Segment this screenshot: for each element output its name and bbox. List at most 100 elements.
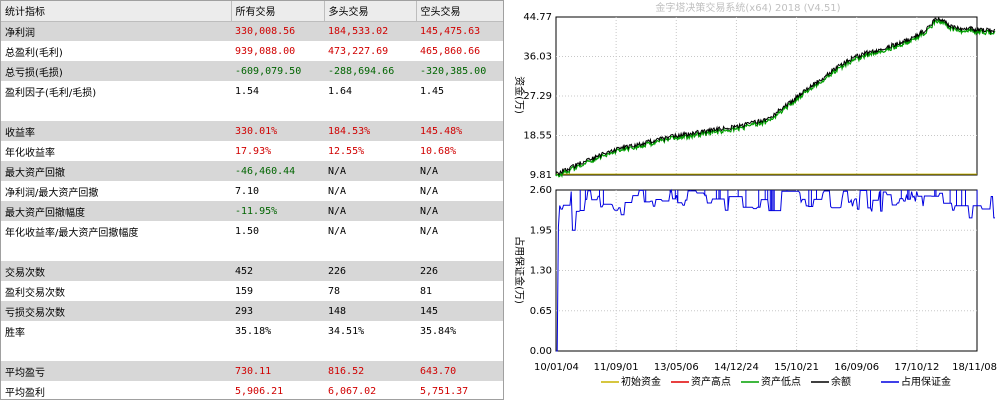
all-trades-value: 452 bbox=[231, 261, 324, 281]
short-trades-value: 145,475.63 bbox=[416, 21, 503, 41]
x-tick-label: 15/10/21 bbox=[774, 362, 819, 373]
table-row[interactable]: 总盈利(毛利) 939,088.00 473,227.69 465,860.66 bbox=[1, 41, 503, 61]
long-trades-value: 6,067.02 bbox=[328, 385, 377, 397]
x-tick-label: 10/01/04 bbox=[534, 362, 579, 373]
upper-tick-label: 9.81 bbox=[530, 170, 552, 181]
row-label: 平均盈利 bbox=[5, 387, 45, 399]
lower-tick-label: 0.00 bbox=[530, 346, 552, 357]
row-label: 净利润 bbox=[1, 21, 231, 41]
long-trades-value: 816.52 bbox=[324, 361, 416, 381]
short-trades-value: 465,860.66 bbox=[420, 45, 481, 57]
lower-tick-label: 1.30 bbox=[530, 266, 552, 277]
table-row[interactable]: 平均盈利 5,906.21 6,067.02 5,751.37 bbox=[1, 381, 503, 399]
table-row[interactable]: 盈利因子(毛利/毛损) 1.54 1.64 1.45 bbox=[1, 81, 503, 101]
long-trades-value: -288,694.66 bbox=[324, 61, 416, 81]
upper-tick-label: 44.77 bbox=[523, 12, 552, 23]
short-trades-value: 1.45 bbox=[420, 85, 445, 97]
table-row[interactable]: 净利润 330,008.56 184,533.02 145,475.63 bbox=[1, 21, 503, 41]
all-trades-value: 330.01% bbox=[231, 121, 324, 141]
legend-item: 初始资金 bbox=[601, 375, 661, 388]
long-trades-value: 12.55% bbox=[328, 145, 365, 157]
long-trades-value: N/A bbox=[324, 201, 416, 221]
x-tick-label: 16/09/06 bbox=[834, 362, 879, 373]
chart-panel: 金字塔决策交易系统(x64) 2018 (V4.51) 资金(万) 占用保证金(… bbox=[506, 0, 1000, 400]
legend-item: 余额 bbox=[811, 375, 851, 388]
table-row[interactable]: 盈利交易次数 159 78 81 bbox=[1, 281, 503, 301]
all-trades-value: 1.50 bbox=[235, 225, 260, 237]
table-row[interactable]: 年化收益率/最大资产回撤幅度 1.50 N/A N/A bbox=[1, 221, 503, 241]
table-row[interactable]: 收益率 330.01% 184.53% 145.48% bbox=[1, 121, 503, 141]
x-tick-label: 17/10/12 bbox=[894, 362, 939, 373]
long-trades-value bbox=[324, 241, 416, 261]
long-trades-value: 1.64 bbox=[328, 85, 353, 97]
row-label: 年化收益率 bbox=[5, 147, 55, 159]
long-trades-value: 148 bbox=[324, 301, 416, 321]
row-label: 总盈利(毛利) bbox=[5, 47, 63, 59]
long-trades-value bbox=[324, 341, 416, 361]
long-trades-value: 226 bbox=[324, 261, 416, 281]
short-trades-value: N/A bbox=[420, 185, 439, 197]
all-trades-value: 730.11 bbox=[231, 361, 324, 381]
short-trades-value: 145 bbox=[416, 301, 503, 321]
row-label: 平均盈亏 bbox=[1, 361, 231, 381]
row-label bbox=[1, 341, 231, 361]
short-trades-value: 5,751.37 bbox=[420, 385, 469, 397]
table-row[interactable]: 胜率 35.18% 34.51% 35.84% bbox=[1, 321, 503, 341]
row-label: 总亏损(毛损) bbox=[1, 61, 231, 81]
long-trades-value: N/A bbox=[328, 185, 347, 197]
legend-item: 资产高点 bbox=[671, 375, 731, 388]
upper-tick-label: 27.29 bbox=[523, 91, 552, 102]
row-label: 最大资产回撤 bbox=[1, 161, 231, 181]
row-label bbox=[1, 241, 231, 261]
legend-label: 资产低点 bbox=[761, 375, 801, 388]
lower-tick-label: 2.60 bbox=[530, 185, 552, 196]
all-trades-value: 939,088.00 bbox=[235, 45, 296, 57]
lower-y-axis-label: 占用保证金(万) bbox=[513, 236, 526, 304]
short-trades-value: 226 bbox=[416, 261, 503, 281]
equity-low-line bbox=[555, 18, 996, 179]
table-row[interactable]: 交易次数 452 226 226 bbox=[1, 261, 503, 281]
all-trades-value: 5,906.21 bbox=[235, 385, 284, 397]
x-tick-label: 14/12/24 bbox=[714, 362, 759, 373]
row-label: 胜率 bbox=[5, 327, 25, 339]
row-label: 最大资产回撤幅度 bbox=[1, 201, 231, 221]
header-all-trades[interactable]: 所有交易 bbox=[231, 1, 325, 22]
header-metric[interactable]: 统计指标 bbox=[1, 1, 232, 22]
table-row[interactable] bbox=[1, 101, 503, 121]
long-trades-value: 473,227.69 bbox=[328, 45, 389, 57]
tick-layer: 44.77 36.03 27.29 18.55 9.81 2.60 1.95 1.30 0.65… bbox=[523, 12, 997, 373]
all-trades-value: 7.10 bbox=[235, 185, 260, 197]
short-trades-value: 643.70 bbox=[416, 361, 503, 381]
table-row[interactable]: 平均盈亏 730.11 816.52 643.70 bbox=[1, 361, 503, 381]
legend-label: 余额 bbox=[831, 375, 851, 388]
table-row[interactable]: 净利润/最大资产回撤 7.10 N/A N/A bbox=[1, 181, 503, 201]
short-trades-value bbox=[416, 241, 503, 261]
all-trades-value: 1.54 bbox=[235, 85, 260, 97]
long-trades-value: 34.51% bbox=[328, 325, 365, 337]
table-row[interactable]: 年化收益率 17.93% 12.55% 10.68% bbox=[1, 141, 503, 161]
legend: 初始资金 资产高点 资产低点 余额 占用保证金 bbox=[601, 375, 951, 388]
header-short-trades[interactable]: 空头交易 bbox=[416, 1, 503, 22]
row-label: 交易次数 bbox=[1, 261, 231, 281]
table-row[interactable] bbox=[1, 241, 503, 261]
legend-label: 占用保证金 bbox=[901, 375, 951, 388]
short-trades-value: N/A bbox=[416, 161, 503, 181]
margin-line bbox=[556, 188, 995, 352]
row-label: 收益率 bbox=[1, 121, 231, 141]
table-row[interactable]: 总亏损(毛损) -609,079.50 -288,694.66 -320,385.00 bbox=[1, 61, 503, 81]
table-row[interactable] bbox=[1, 341, 503, 361]
chart-title: 金字塔决策交易系统(x64) 2018 (V4.51) bbox=[655, 1, 840, 14]
all-trades-value: 293 bbox=[231, 301, 324, 321]
header-long-trades[interactable]: 多头交易 bbox=[324, 1, 417, 22]
all-trades-value: 330,008.56 bbox=[231, 21, 324, 41]
table-row[interactable]: 最大资产回撤 -46,460.44 N/A N/A bbox=[1, 161, 503, 181]
table-row[interactable]: 亏损交易次数 293 148 145 bbox=[1, 301, 503, 321]
short-trades-value bbox=[416, 101, 503, 121]
upper-y-axis-label: 资金(万) bbox=[513, 76, 526, 114]
all-trades-value bbox=[231, 101, 324, 121]
row-label: 盈利交易次数 bbox=[5, 287, 65, 299]
short-trades-value: 10.68% bbox=[420, 145, 457, 157]
all-trades-value: -609,079.50 bbox=[231, 61, 324, 81]
equity-chart: 金字塔决策交易系统(x64) 2018 (V4.51) 资金(万) 占用保证金(… bbox=[513, 1, 997, 388]
table-row[interactable]: 最大资产回撤幅度 -11.95% N/A N/A bbox=[1, 201, 503, 221]
